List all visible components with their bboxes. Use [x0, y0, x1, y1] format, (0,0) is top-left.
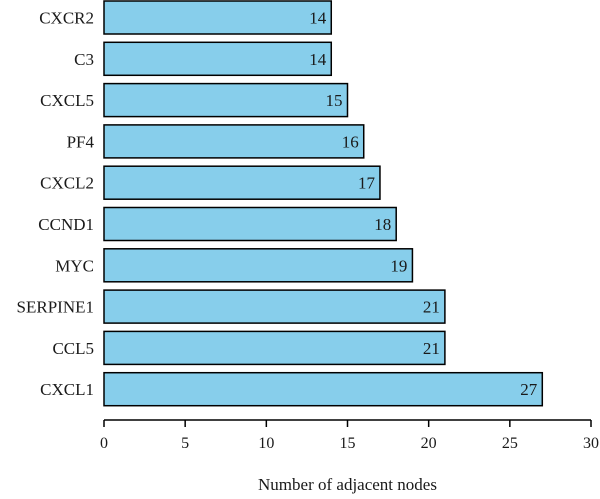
- bar-c3: [103, 41, 333, 77]
- category-label-ccnd1: CCND1: [38, 215, 94, 234]
- bar-pf4: [103, 124, 365, 159]
- category-label-pf4: PF4: [67, 132, 95, 151]
- data-label-cxcl1: 27: [520, 380, 538, 399]
- data-label-serpine1: 21: [423, 298, 440, 317]
- data-label-cxcl2: 17: [358, 174, 376, 193]
- bar-cxcl2: [103, 165, 381, 200]
- bar-cxcl5: [103, 82, 349, 118]
- data-label-c3: 14: [309, 50, 327, 69]
- category-labels-group: CXCR2 C3 CXCL5 PF4 CXCL2 CCND1 MYC SERPINE1 CCL5…: [17, 9, 95, 400]
- x-axis-title: Number of adjacent nodes: [258, 475, 437, 494]
- data-label-pf4: 16: [342, 132, 359, 151]
- x-tick-label-15: 15: [340, 435, 356, 452]
- x-tick-label-10: 10: [258, 435, 274, 452]
- category-label-myc: MYC: [55, 256, 94, 275]
- bar-ccl5: [103, 330, 446, 366]
- bar-myc: [103, 248, 414, 283]
- x-tick-label-30: 30: [583, 435, 599, 452]
- x-tick-label-0: 0: [100, 435, 108, 452]
- category-label-serpine1: SERPINE1: [17, 298, 94, 317]
- data-label-ccl5: 21: [423, 339, 440, 358]
- data-label-cxcl5: 15: [326, 91, 343, 110]
- bar-cxcr2: [103, 0, 333, 35]
- x-axis: 0 5 10 15 20 25 30: [100, 419, 599, 452]
- x-tick-label-25: 25: [502, 435, 518, 452]
- x-tick-label-5: 5: [181, 435, 189, 452]
- bars-group: 14 14 15 16 17 18 19 21 21 27: [103, 0, 544, 407]
- category-label-ccl5: CCL5: [52, 339, 94, 358]
- bar-serpine1: [103, 289, 446, 324]
- data-label-ccnd1: 18: [374, 215, 391, 234]
- category-label-cxcl5: CXCL5: [40, 91, 94, 110]
- bar-cxcl1: [103, 371, 544, 407]
- category-label-cxcl1: CXCL1: [40, 380, 94, 399]
- x-tick-label-20: 20: [421, 435, 437, 452]
- bar-ccnd1: [103, 206, 397, 242]
- category-label-cxcl2: CXCL2: [40, 174, 94, 193]
- data-label-cxcr2: 14: [309, 9, 327, 28]
- data-label-myc: 19: [390, 256, 407, 275]
- category-label-c3: C3: [74, 50, 94, 69]
- category-label-cxcr2: CXCR2: [39, 9, 94, 28]
